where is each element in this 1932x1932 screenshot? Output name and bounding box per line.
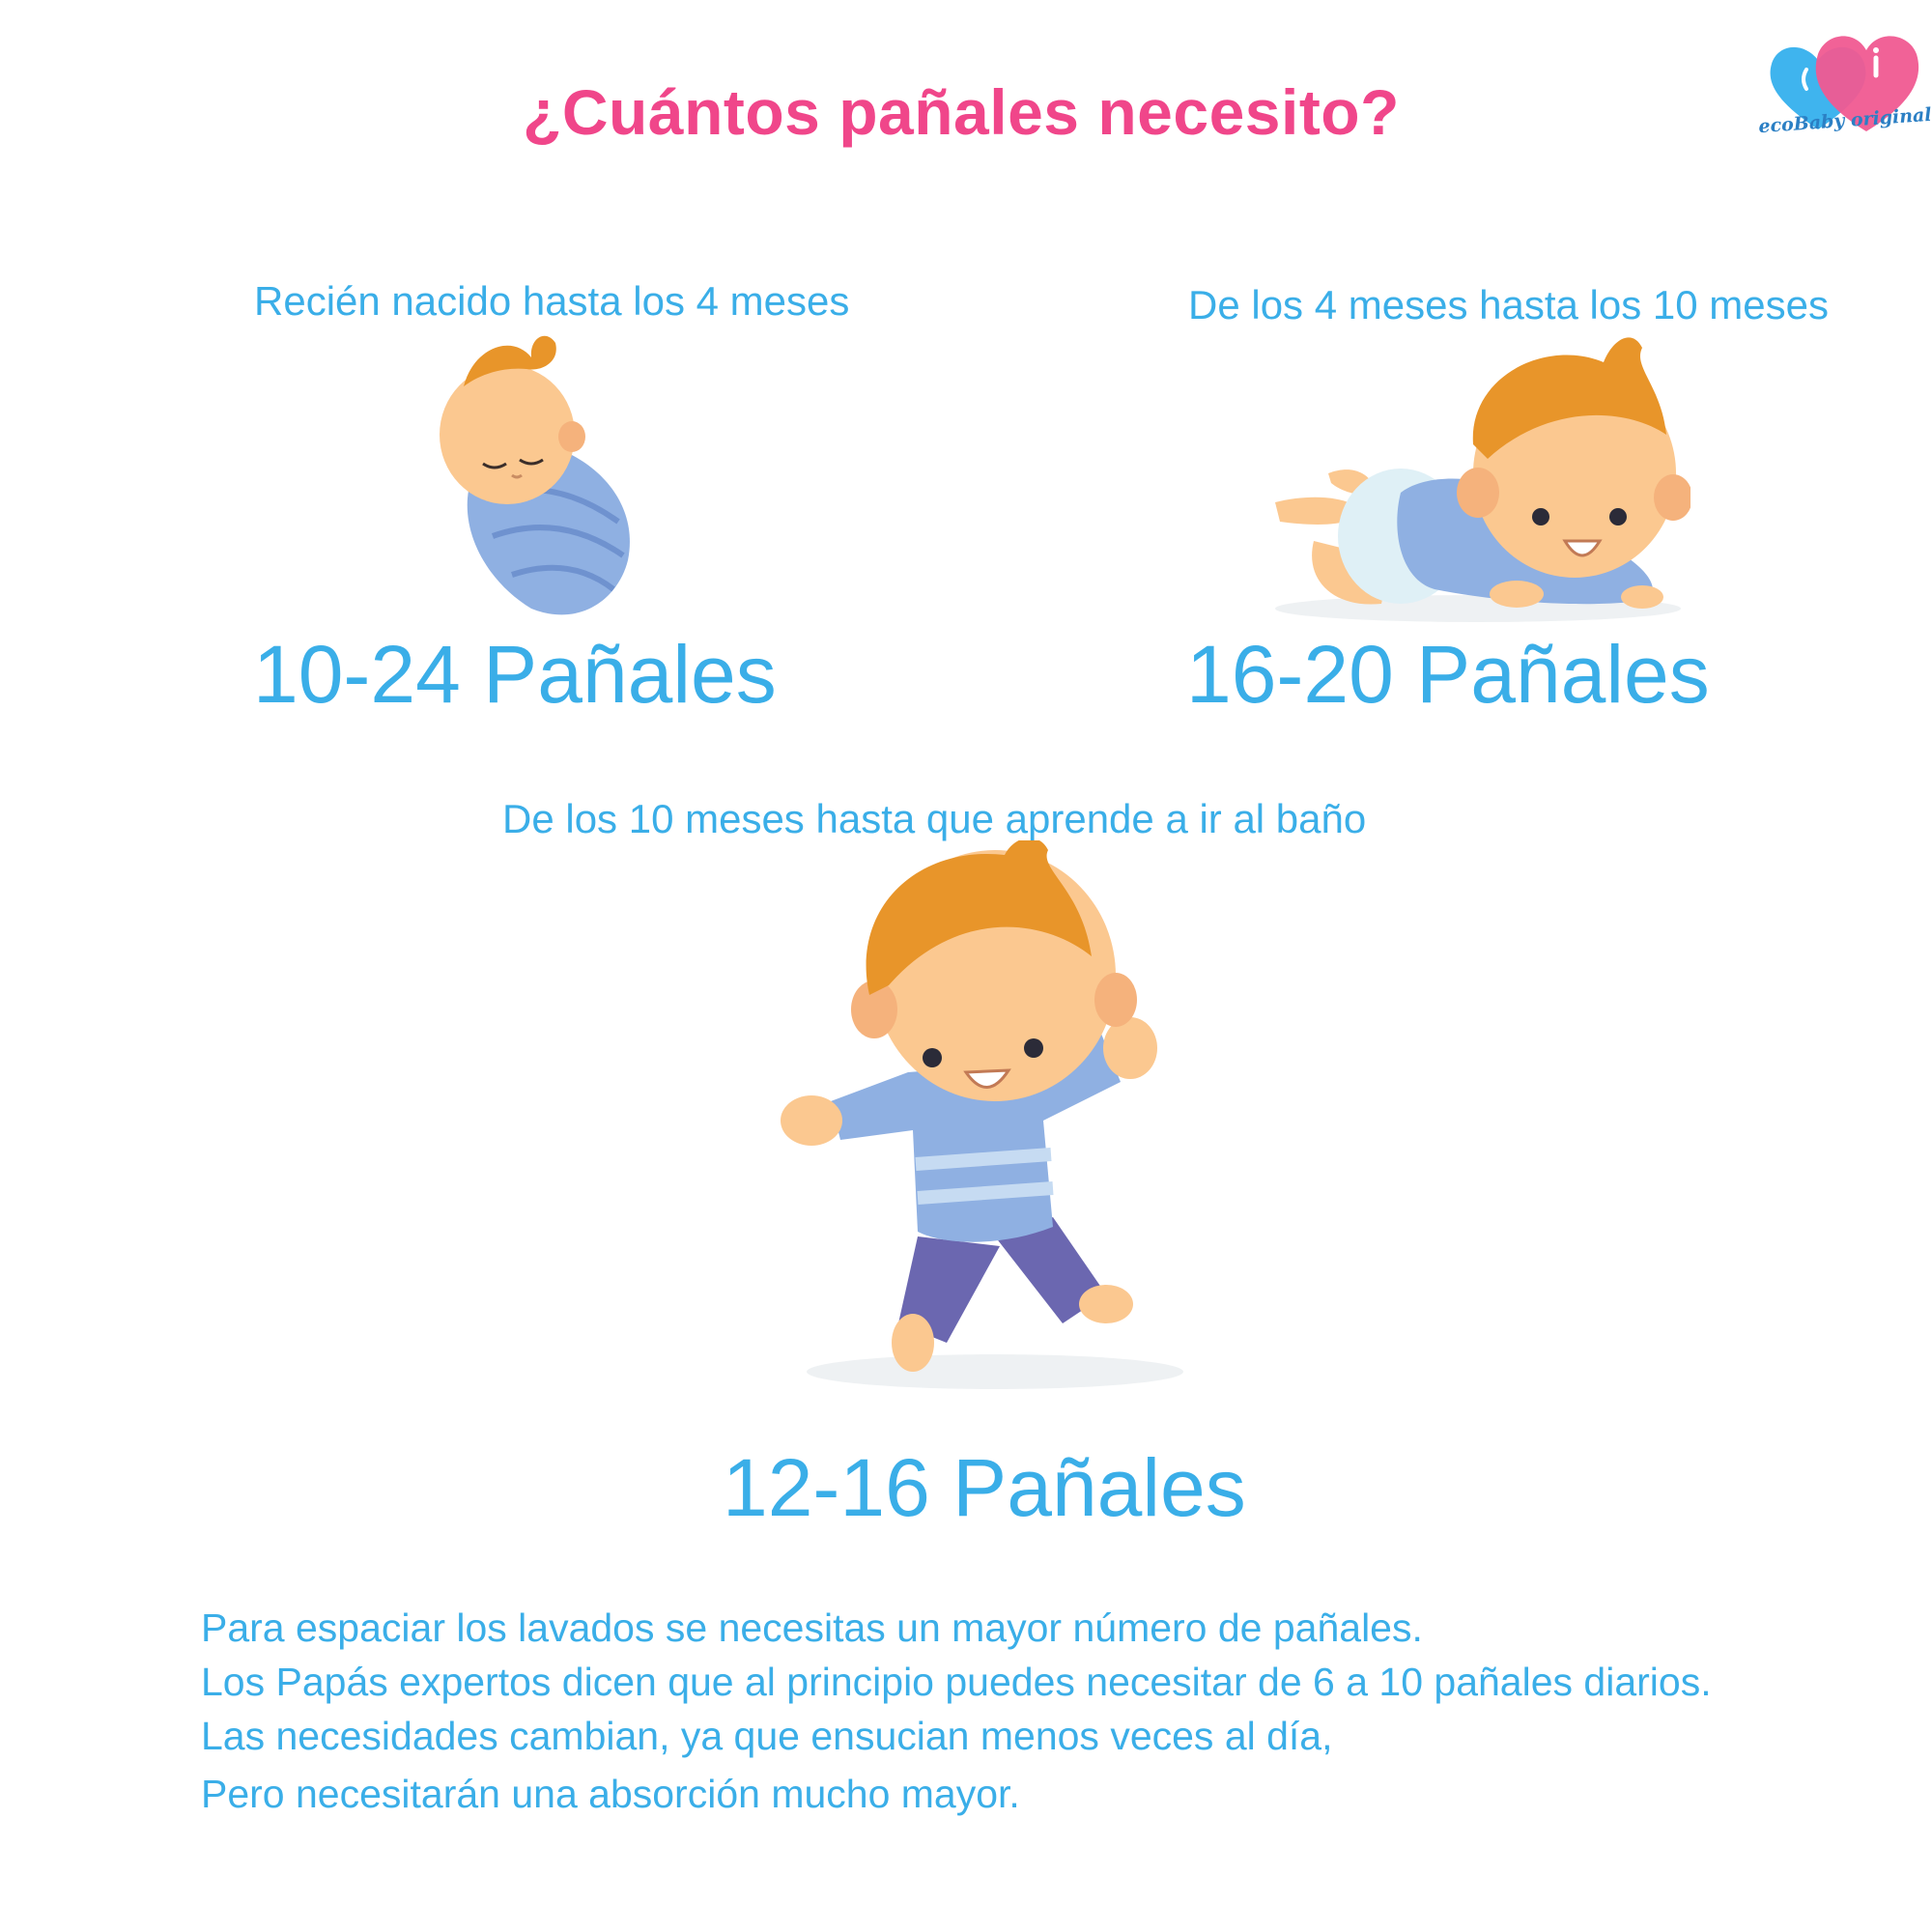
- note-line-2: Los Papás expertos dicen que al principi…: [201, 1660, 1712, 1704]
- note-line-1: Para espaciar los lavados se necesitas u…: [201, 1605, 1423, 1650]
- walking-toddler-icon: [781, 840, 1183, 1389]
- swaddled-newborn-icon: [440, 335, 630, 615]
- ecobaby-logo: [1770, 36, 1919, 131]
- stage-3-age: De los 10 meses hasta que aprende a ir a…: [502, 796, 1367, 841]
- note-line-4: Pero necesitarán una absorción mucho may…: [201, 1772, 1020, 1816]
- stage-1-count: 10-24 Pañales: [253, 629, 777, 720]
- page-title: ¿Cuántos pañales necesito?: [523, 76, 1400, 148]
- note-line-3: Las necesidades cambian, ya que ensucian…: [201, 1714, 1333, 1758]
- heart-pink-icon: [1815, 36, 1919, 131]
- stage-2-age: De los 4 meses hasta los 10 meses: [1188, 282, 1829, 327]
- crawling-baby-icon: [1275, 337, 1690, 622]
- stage-3-count: 12-16 Pañales: [723, 1442, 1246, 1533]
- stage-1-age: Recién nacido hasta los 4 meses: [254, 278, 850, 324]
- stage-2-count: 16-20 Pañales: [1186, 629, 1710, 720]
